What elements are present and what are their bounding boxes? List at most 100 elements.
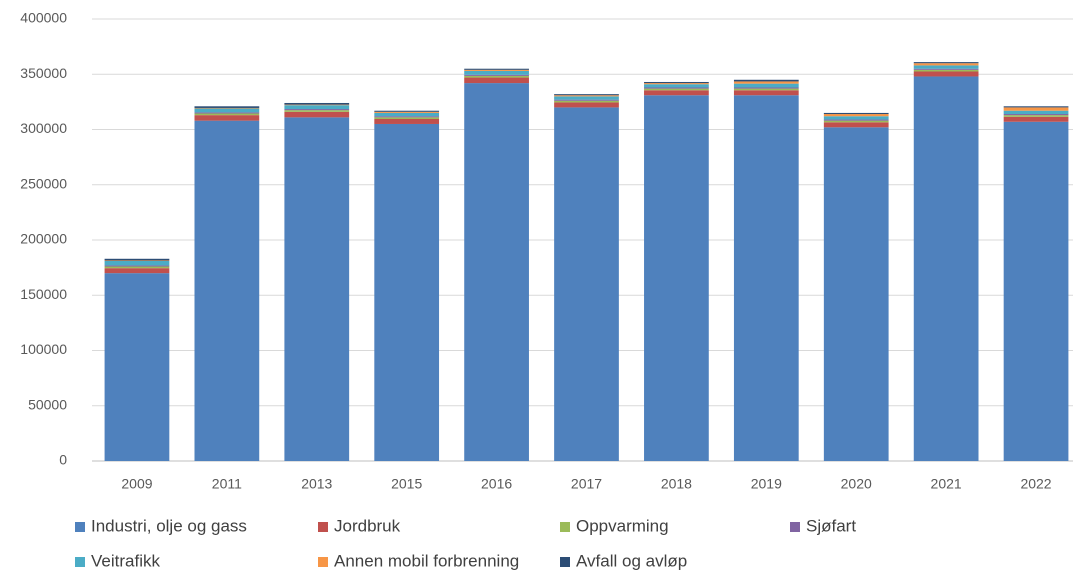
bar-segment — [1003, 114, 1069, 116]
bar-segment — [104, 260, 170, 266]
bar-segment — [554, 102, 619, 108]
x-tick-label: 2021 — [931, 476, 962, 492]
legend-swatch — [560, 557, 570, 567]
bar-segment — [374, 112, 440, 117]
bar-segment — [554, 95, 619, 97]
bar-segment — [284, 117, 350, 461]
legend-label: Veitrafikk — [91, 551, 160, 570]
bar-segment — [374, 111, 440, 113]
x-tick-label: 2020 — [841, 476, 872, 492]
bar-segment — [104, 273, 170, 461]
bar-segment — [733, 83, 799, 88]
legend-label: Industri, olje og gass — [91, 516, 247, 535]
bar-segment — [284, 110, 350, 112]
bar-segment — [554, 107, 619, 462]
bar-segment — [913, 76, 979, 462]
bar-segment — [733, 79, 799, 82]
bar-segment — [194, 115, 260, 121]
bar-segment — [374, 110, 440, 112]
bar-segment — [1003, 121, 1069, 461]
y-tick-label: 350000 — [20, 65, 67, 81]
bar-segment — [644, 88, 709, 91]
bar-segment — [554, 94, 619, 96]
x-tick-label: 2016 — [481, 476, 512, 492]
bar-segment — [464, 74, 529, 76]
x-tick-label: 2022 — [1020, 476, 1051, 492]
bar-segment — [284, 111, 350, 118]
bar-segment — [104, 265, 170, 267]
bar-segment — [733, 87, 799, 89]
bar-segment — [823, 127, 889, 461]
y-tick-label: 50000 — [28, 396, 67, 412]
bar-segment — [733, 90, 799, 96]
legend-swatch — [318, 557, 328, 567]
legend-label: Sjøfart — [806, 516, 856, 535]
bar-segment — [1003, 106, 1069, 108]
x-tick-label: 2011 — [212, 476, 242, 492]
bar-segment — [374, 123, 440, 461]
bar-segment — [464, 77, 529, 84]
bar-segment — [284, 105, 350, 110]
bar-segment — [913, 68, 979, 70]
x-tick-label: 2009 — [121, 476, 152, 492]
legend-label: Annen mobil forbrenning — [334, 551, 519, 570]
legend-swatch — [75, 522, 85, 532]
bar-segment — [104, 268, 170, 274]
x-tick-label: 2017 — [571, 476, 602, 492]
bar-segment — [464, 83, 529, 461]
legend-label: Oppvarming — [576, 516, 669, 535]
bar-segment — [644, 83, 709, 85]
bar-segment — [733, 81, 799, 84]
bar-segment — [194, 113, 260, 116]
bar-segment — [913, 71, 979, 77]
x-tick-label: 2019 — [751, 476, 782, 492]
x-tick-label: 2015 — [391, 476, 422, 492]
legend-swatch — [560, 522, 570, 532]
y-tick-label: 200000 — [20, 231, 67, 247]
bar-segment — [644, 87, 709, 89]
bar-segment — [823, 120, 889, 123]
bar-segment — [644, 81, 709, 84]
bar-segment — [644, 90, 709, 96]
bar-segment — [194, 112, 260, 114]
bar-segment — [554, 96, 619, 100]
bar-segment — [464, 70, 529, 75]
bar-segment — [1003, 110, 1069, 115]
bar-segment — [913, 69, 979, 72]
x-tick-label: 2018 — [661, 476, 692, 492]
bar-segment — [104, 260, 170, 261]
bar-segment — [1003, 116, 1069, 122]
bar-segment — [104, 258, 170, 261]
bar-segment — [374, 117, 440, 120]
bar-segment — [913, 65, 979, 69]
legend-swatch — [75, 557, 85, 567]
legend-swatch — [318, 522, 328, 532]
bar-segment — [194, 107, 260, 109]
y-tick-label: 0 — [59, 452, 67, 468]
bar-segment — [464, 75, 529, 78]
y-tick-label: 400000 — [20, 10, 67, 26]
bar-segment — [823, 119, 889, 121]
bar-segment — [284, 109, 350, 111]
bar-segment — [823, 114, 889, 117]
bar-segment — [554, 99, 619, 101]
bar-segment — [823, 122, 889, 128]
bar-segment — [464, 69, 529, 71]
bar-segment — [194, 120, 260, 461]
bar-segment — [464, 68, 529, 70]
bar-segment — [1003, 115, 1069, 117]
bar-segment — [913, 62, 979, 64]
bar-segment — [644, 95, 709, 462]
x-tick-label: 2013 — [301, 476, 332, 492]
bar-segment — [733, 95, 799, 462]
bar-segment — [284, 102, 350, 105]
legend-swatch — [790, 522, 800, 532]
y-tick-label: 250000 — [20, 175, 67, 191]
bar-segment — [374, 119, 440, 124]
legend-label: Avfall og avløp — [576, 551, 687, 570]
y-tick-label: 300000 — [20, 120, 67, 136]
bar-segment — [823, 112, 889, 115]
bar-segment — [284, 104, 350, 106]
bar-segment — [1003, 107, 1069, 111]
legend-label: Jordbruk — [334, 516, 401, 535]
